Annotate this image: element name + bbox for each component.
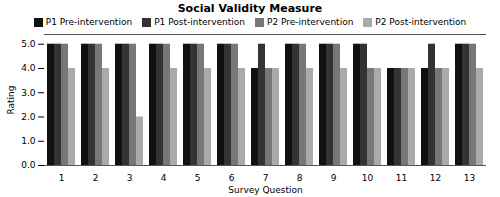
svg-text:5: 5 [195,173,201,183]
svg-text:2: 2 [93,173,99,183]
svg-text:6: 6 [229,173,235,183]
html-text:Social Validity Measure: Social Validity Measure [177,2,323,15]
svg-text:Rating: Rating [6,85,16,114]
svg-text:11: 11 [396,173,407,183]
svg-text:3: 3 [127,173,133,183]
html-text:P1 Post-intervention: P1 Post-intervention [154,17,245,27]
html-text:P1 Pre-intervention: P1 Pre-intervention [45,17,133,27]
svg-text:1.0: 1.0 [21,136,36,146]
svg-text:12: 12 [430,173,441,183]
svg-text:7: 7 [263,173,269,183]
svg-text:9: 9 [331,173,337,183]
svg-text:3.0: 3.0 [21,88,36,98]
svg-text:Survey Question: Survey Question [228,185,302,195]
html-text:P2 Post-intervention: P2 Post-intervention [375,17,467,27]
svg-text:10: 10 [362,173,374,183]
svg-text:5.0: 5.0 [21,39,36,49]
svg-text:4.0: 4.0 [21,63,36,73]
svg-text:1: 1 [59,173,65,183]
html-text:P2 Pre-intervention: P2 Pre-intervention [267,17,354,27]
svg-text:8: 8 [297,173,303,183]
svg-text:0.0: 0.0 [21,160,36,170]
svg-text:4: 4 [161,173,167,183]
svg-text:13: 13 [464,173,475,183]
svg-text:2.0: 2.0 [21,112,36,122]
